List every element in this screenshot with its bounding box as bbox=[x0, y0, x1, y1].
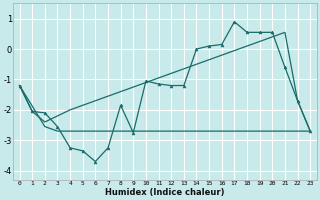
X-axis label: Humidex (Indice chaleur): Humidex (Indice chaleur) bbox=[105, 188, 225, 197]
